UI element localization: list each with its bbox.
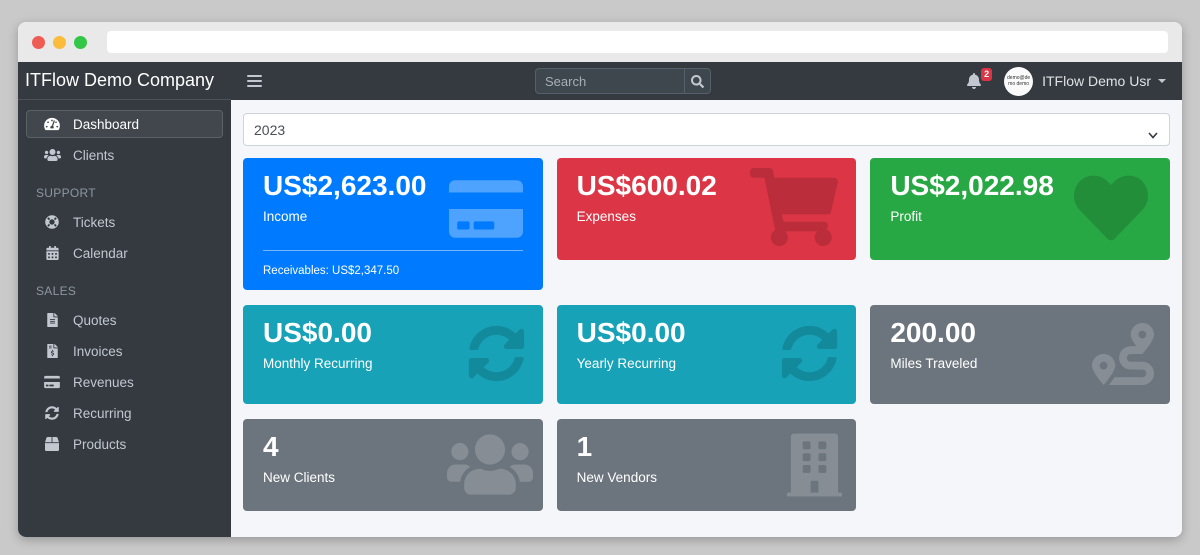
address-bar[interactable] xyxy=(107,31,1168,53)
user-menu[interactable]: demo@demo demo ITFlow Demo Usr xyxy=(1004,66,1166,96)
sidebar-item-label: Dashboard xyxy=(73,116,140,132)
main-column: 2 demo@demo demo ITFlow Demo Usr 2023 xyxy=(231,62,1182,537)
monthly-recurring-card[interactable]: US$0.00 Monthly Recurring xyxy=(243,305,543,404)
life-ring-icon xyxy=(41,215,63,229)
yearly-recurring-label: Yearly Recurring xyxy=(576,356,676,371)
sidebar-item-invoices[interactable]: Invoices xyxy=(26,337,223,365)
new-clients-value: 4 xyxy=(263,431,279,462)
brand-title[interactable]: ITFlow Demo Company xyxy=(18,62,231,100)
file-invoice-dollar-icon xyxy=(41,344,63,358)
monthly-recurring-value: US$0.00 xyxy=(263,317,372,348)
new-vendors-label: New Vendors xyxy=(576,470,657,485)
sidebar-item-recurring[interactable]: Recurring xyxy=(26,399,223,427)
new-vendors-value: 1 xyxy=(576,431,593,462)
dashboard-content: 2023 US$2,623.00 Income Receivables: US$… xyxy=(231,100,1182,537)
bell-icon xyxy=(966,73,982,89)
tachometer-icon xyxy=(41,117,63,131)
new-clients-label: New Clients xyxy=(263,470,336,485)
monthly-recurring-label: Monthly Recurring xyxy=(263,356,373,371)
notifications-button[interactable]: 2 xyxy=(966,68,993,89)
sidebar-item-tickets[interactable]: Tickets xyxy=(26,208,223,236)
user-name: ITFlow Demo Usr xyxy=(1042,73,1151,89)
miles-traveled-label: Miles Traveled xyxy=(890,356,978,371)
sidebar-header-sales: SALES xyxy=(36,284,77,298)
search-icon xyxy=(691,75,704,88)
income-footer: Receivables: US$2,347.50 xyxy=(263,250,523,290)
yearly-recurring-value: US$0.00 xyxy=(576,317,686,348)
traffic-lights xyxy=(32,35,87,49)
year-select-wrap: 2023 xyxy=(243,113,1170,146)
calendar-icon xyxy=(41,246,63,260)
users-icon xyxy=(41,148,63,162)
sidebar-item-clients[interactable]: Clients xyxy=(26,141,223,169)
browser-chrome xyxy=(18,22,1182,62)
expenses-card[interactable]: US$600.02 Expenses xyxy=(556,158,857,260)
maximize-window-button[interactable] xyxy=(74,35,87,49)
yearly-recurring-card[interactable]: US$0.00 Yearly Recurring xyxy=(556,305,857,404)
profit-value: US$2,022.98 xyxy=(890,170,1054,201)
sidebar-item-label: Products xyxy=(73,436,127,452)
income-card[interactable]: US$2,623.00 Income Receivables: US$2,347… xyxy=(243,158,543,290)
sidebar: ITFlow Demo Company Dashboard Clients SU… xyxy=(18,62,231,537)
close-window-button[interactable] xyxy=(32,35,45,49)
miles-traveled-value: 200.00 xyxy=(890,317,976,348)
expenses-value: US$600.02 xyxy=(576,170,717,201)
notification-count-badge: 2 xyxy=(981,68,993,81)
top-navbar: 2 demo@demo demo ITFlow Demo Usr xyxy=(231,62,1182,100)
sidebar-nav: Dashboard Clients SUPPORT Tickets Calend… xyxy=(18,100,231,471)
sidebar-item-label: Revenues xyxy=(73,374,134,390)
metric-cards-grid: US$2,623.00 Income Receivables: US$2,347… xyxy=(243,158,1170,511)
sidebar-item-label: Quotes xyxy=(73,312,117,328)
minimize-window-button[interactable] xyxy=(53,35,66,49)
new-vendors-card[interactable]: 1 New Vendors xyxy=(556,419,857,511)
sidebar-header-support: SUPPORT xyxy=(36,186,96,200)
credit-card-icon xyxy=(41,375,63,389)
sidebar-item-calendar[interactable]: Calendar xyxy=(26,239,223,267)
box-icon xyxy=(41,437,63,451)
navbar-search xyxy=(535,68,711,94)
navbar-right: 2 demo@demo demo ITFlow Demo Usr xyxy=(966,66,1166,96)
sidebar-item-label: Calendar xyxy=(73,245,128,261)
expenses-label: Expenses xyxy=(576,209,636,224)
new-clients-card[interactable]: 4 New Clients xyxy=(243,419,543,511)
year-select[interactable]: 2023 xyxy=(243,113,1170,146)
sidebar-item-quotes[interactable]: Quotes xyxy=(26,306,223,334)
avatar: demo@demo demo xyxy=(1004,66,1034,96)
sync-icon xyxy=(41,406,63,420)
chevron-down-icon xyxy=(1158,79,1166,83)
income-label: Income xyxy=(263,209,308,224)
sidebar-item-products[interactable]: Products xyxy=(26,430,223,458)
sidebar-item-revenues[interactable]: Revenues xyxy=(26,368,223,396)
search-button[interactable] xyxy=(684,68,711,94)
miles-traveled-card[interactable]: 200.00 Miles Traveled xyxy=(870,305,1170,404)
profit-label: Profit xyxy=(890,209,922,224)
app-shell: ITFlow Demo Company Dashboard Clients SU… xyxy=(18,62,1182,537)
search-input[interactable] xyxy=(535,68,684,94)
file-alt-icon xyxy=(41,313,63,327)
sidebar-item-label: Clients xyxy=(73,147,115,163)
income-value: US$2,623.00 xyxy=(263,170,427,201)
sidebar-item-label: Recurring xyxy=(73,405,132,421)
hamburger-menu-button[interactable] xyxy=(247,74,262,88)
sidebar-item-dashboard[interactable]: Dashboard xyxy=(26,110,223,138)
profit-card[interactable]: US$2,022.98 Profit xyxy=(870,158,1170,260)
sidebar-item-label: Tickets xyxy=(73,214,116,230)
browser-window: ITFlow Demo Company Dashboard Clients SU… xyxy=(18,22,1182,537)
sidebar-item-label: Invoices xyxy=(73,343,123,359)
